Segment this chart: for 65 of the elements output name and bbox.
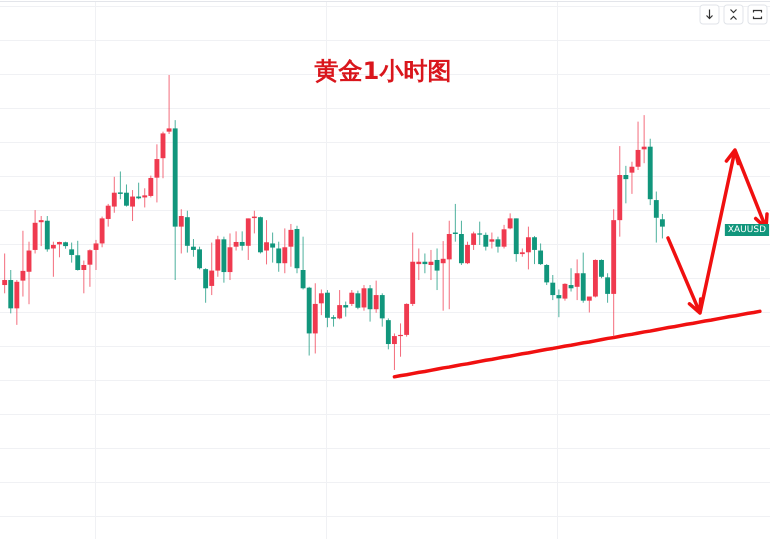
candlestick — [264, 220, 269, 265]
candlestick — [288, 223, 294, 268]
candlestick — [38, 216, 44, 247]
candlestick — [355, 290, 360, 310]
candlestick — [538, 242, 544, 266]
candlestick — [136, 182, 142, 200]
candlestick — [568, 268, 574, 292]
candlestick — [75, 240, 80, 272]
candlestick — [452, 203, 458, 242]
candlestick — [599, 258, 604, 279]
candlestick — [483, 232, 488, 252]
candlestick — [343, 301, 348, 318]
candlestick — [508, 212, 513, 230]
chart-title: 黄金1小时图 — [314, 57, 452, 85]
candlestick — [69, 242, 74, 264]
candlestick — [465, 241, 470, 265]
candlestick — [605, 272, 610, 304]
candlestick — [496, 236, 500, 254]
annotation: XAUUSD — [728, 225, 766, 235]
candlestick — [57, 241, 62, 258]
candlestick — [276, 241, 282, 272]
candlestick — [240, 230, 245, 252]
candlestick — [368, 284, 373, 322]
candlestick — [282, 228, 288, 274]
candlestick — [623, 165, 628, 204]
candlestick — [337, 290, 342, 320]
candlestick — [209, 242, 214, 296]
candlestick — [562, 282, 568, 302]
candlestick — [362, 284, 366, 312]
candlestick — [234, 230, 239, 252]
candlestick — [178, 208, 184, 254]
candlestick — [166, 74, 172, 134]
candlestick — [660, 213, 665, 239]
candlestick — [526, 226, 531, 270]
candlestick — [434, 248, 440, 291]
candlestick — [550, 274, 556, 301]
candlestick — [87, 248, 92, 288]
candlestick — [50, 241, 56, 278]
candlestick — [586, 296, 592, 313]
candlestick — [349, 290, 354, 306]
candlestick — [318, 288, 324, 316]
candlestick — [81, 260, 86, 294]
candlestick — [386, 318, 391, 350]
candlestick — [471, 231, 476, 250]
candlestick — [556, 288, 562, 318]
candlestick — [428, 249, 434, 281]
candlestick — [544, 264, 550, 286]
candlestick — [502, 224, 506, 249]
candlestick — [636, 121, 640, 170]
candlestick — [654, 191, 659, 244]
candlestick — [270, 232, 276, 264]
candlestick — [130, 190, 135, 222]
candlestick — [252, 210, 257, 234]
candlestick — [2, 252, 8, 294]
candlestick — [574, 258, 580, 301]
candlestick — [380, 292, 385, 328]
candlestick — [203, 268, 208, 304]
candlestick — [94, 239, 98, 270]
candlestick — [642, 114, 647, 164]
candlestick — [374, 280, 379, 314]
candlestick — [630, 161, 634, 194]
candlestick — [532, 236, 537, 265]
candlestick — [154, 144, 160, 203]
candlestick — [422, 252, 428, 274]
candlestick — [392, 332, 397, 370]
